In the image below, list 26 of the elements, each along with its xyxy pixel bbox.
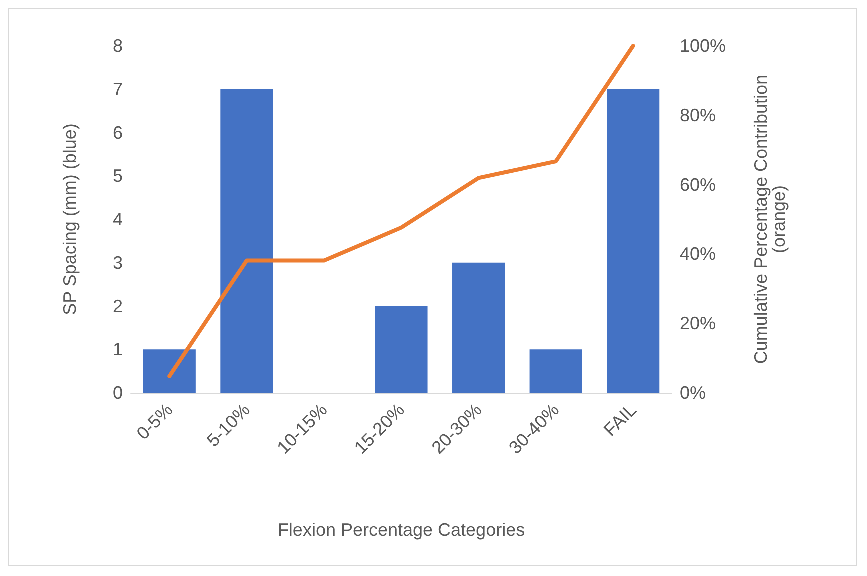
y-tick-label: 1 <box>112 340 123 360</box>
bar <box>375 306 428 393</box>
y2-tick-label: 100% <box>680 36 726 56</box>
x-axis-title: Flexion Percentage Categories <box>278 520 526 540</box>
y2-tick-label: 80% <box>680 105 716 126</box>
y2-axis-title: Cumulative Percentage Contribution (orange) <box>751 74 789 364</box>
y-tick-label: 2 <box>112 296 123 316</box>
y-tick-label: 7 <box>112 79 123 100</box>
y-tick-label: 4 <box>112 210 123 230</box>
y2-tick-label: 20% <box>680 314 716 334</box>
y-tick-label: 0 <box>112 383 123 403</box>
bar <box>143 350 196 393</box>
y2-tick-label: 60% <box>680 174 716 195</box>
y-tick-label: 8 <box>112 36 123 56</box>
bar <box>607 89 660 393</box>
bar <box>452 262 506 393</box>
y2-tick-label: 0% <box>680 383 706 403</box>
y-tick-label: 6 <box>112 122 123 143</box>
bar <box>530 350 582 393</box>
y-axis-title: SP Spacing (mm) (blue) <box>60 124 80 316</box>
bar <box>220 89 274 393</box>
line-series <box>168 44 636 378</box>
x-tick-label: FAIL <box>600 400 640 440</box>
y-tick-label: 5 <box>112 166 123 186</box>
y2-tick-label: 40% <box>680 244 716 264</box>
y-tick-label: 3 <box>112 252 123 273</box>
